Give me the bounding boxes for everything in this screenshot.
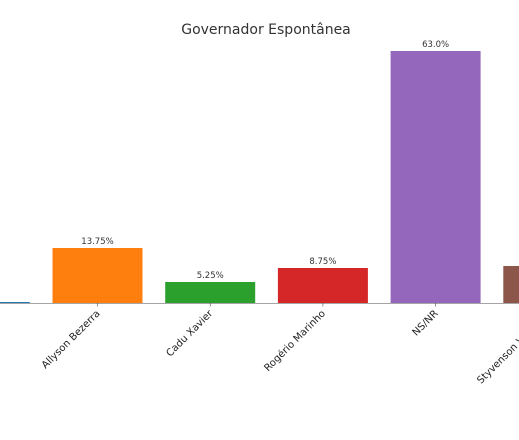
bar xyxy=(390,51,481,303)
x-ticks-layer: Allyson Bezerra Cadu Xavier Rogério Marinh… xyxy=(40,303,519,386)
x-tick-label: Rogério Marinho xyxy=(262,308,328,374)
x-tick-label: Styvenson Valentim xyxy=(475,308,519,386)
bar xyxy=(165,282,256,303)
x-tick-label: NS/NR xyxy=(411,308,441,338)
bar xyxy=(503,266,519,303)
bars-layer: 13.75% 5.25% 8.75% 63.0% xyxy=(0,40,519,303)
x-tick-label: Cadu Xavier xyxy=(164,308,215,359)
bar-partial xyxy=(0,302,30,303)
bar-value-label: 13.75% xyxy=(81,237,113,247)
bar-value-label: 63.0% xyxy=(422,40,449,50)
bar-value-label: 8.75% xyxy=(309,257,336,267)
x-tick-label: Allyson Bezerra xyxy=(40,308,103,371)
chart-title: Governador Espontânea xyxy=(181,22,351,38)
bar xyxy=(52,248,143,303)
bar xyxy=(277,268,368,303)
bar-value-label: 5.25% xyxy=(197,271,224,281)
